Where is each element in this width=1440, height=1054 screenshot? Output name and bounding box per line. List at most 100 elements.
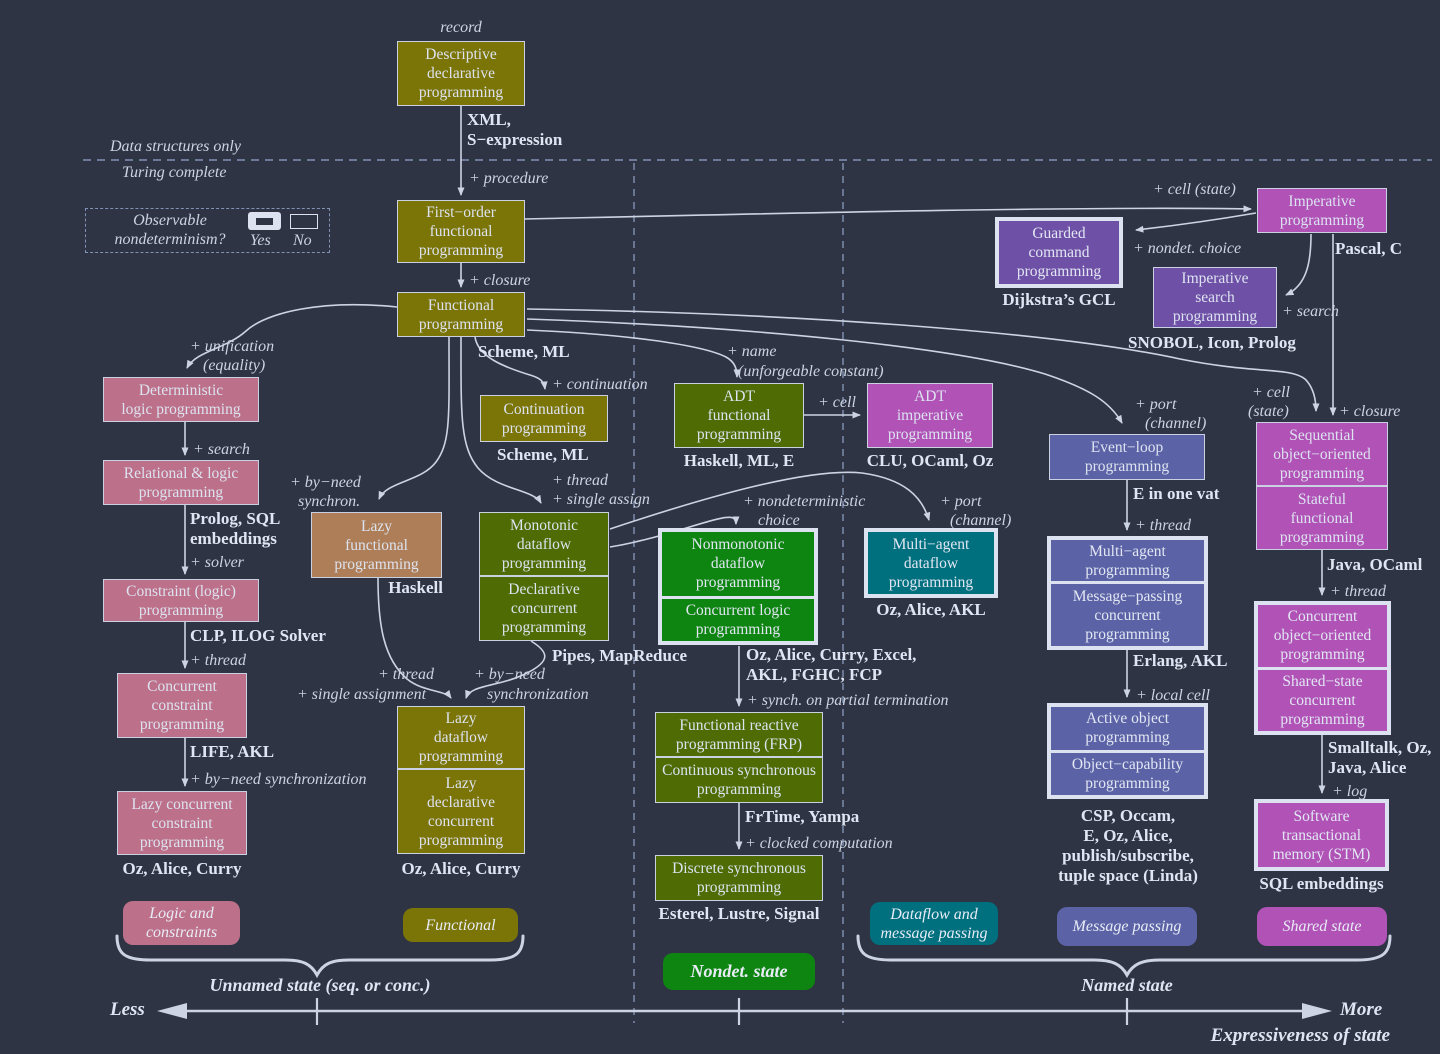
node-adt-functional: ADT functional programming (674, 383, 804, 448)
node-deterministic-logic: Deterministic logic programming (103, 377, 259, 422)
node-event-loop: Event−loop programming (1049, 434, 1205, 480)
lang-frtime-yampa: FrTime, Yampa (745, 807, 860, 826)
node-concurrent-logic: Concurrent logic programming (662, 598, 814, 641)
edge-local-cell: + local cell (1136, 687, 1210, 704)
group-active-object: Active object programming Object−capabil… (1047, 703, 1208, 799)
edge-by-need: + by−need (290, 474, 361, 491)
edge-thread-mid: + thread (552, 472, 608, 489)
node-message-passing-concurrent: Message−passing concurrent programming (1051, 584, 1204, 646)
edge-by-need-2: + by−need (474, 666, 545, 683)
edge-solver: + solver (190, 554, 244, 571)
edge-channel-2: (channel) (1145, 415, 1207, 432)
badge-functional: Functional (403, 908, 518, 942)
unnamed-state-brace (115, 934, 525, 979)
group-concurrent-oo: Concurrent object−oriented programming S… (1254, 601, 1391, 735)
lang-pipes-mapreduce: Pipes, MapReduce (552, 646, 688, 665)
node-adt-imperative: ADT imperative programming (867, 383, 993, 448)
edge-port-2: + port (1135, 396, 1177, 413)
node-object-capability: Object−capability programming (1051, 752, 1204, 795)
lang-scheme-ml-1: Scheme, ML (478, 342, 570, 361)
node-lazy-declarative-concurrent: Lazy declarative concurrent programming (397, 769, 525, 854)
lang-oz-alice-curry-mid: Oz, Alice, Curry (401, 859, 521, 878)
edge-unforgeable: (unforgeable constant) (738, 363, 884, 380)
node-sequential-oo: Sequential object−oriented programming (1256, 422, 1388, 486)
lang-csp: CSP, Occam, E, Oz, Alice, publish/subscr… (1058, 806, 1198, 885)
lang-erlang-akl: Erlang, AKL (1133, 651, 1228, 670)
lang-pascal-c: Pascal, C (1335, 239, 1403, 258)
node-monotonic-dataflow: Monotonic dataflow programming (479, 512, 609, 576)
lang-sql-embeddings: SQL embeddings (1259, 874, 1384, 893)
axis-more-label: More (1340, 999, 1383, 1020)
node-declarative-concurrent: Declarative concurrent programming (479, 576, 609, 641)
node-active-object: Active object programming (1051, 707, 1204, 750)
legend-no-label: No (293, 232, 312, 249)
unnamed-state-label: Unnamed state (seq. or conc.) (209, 975, 431, 995)
node-imperative-search: Imperative search programming (1153, 267, 1277, 328)
edge-state-2: (state) (1248, 403, 1289, 420)
lang-clu-ocaml-oz: CLU, OCaml, Oz (866, 451, 994, 470)
edge-synch-partial: + synch. on partial termination (747, 692, 949, 709)
turing-complete-label: Turing complete (122, 164, 227, 181)
lang-snobol: SNOBOL, Icon, Prolog (1128, 333, 1296, 352)
edge-nondet-choice-mid: + nondeterministic (743, 493, 866, 510)
legend-yes-label: Yes (250, 232, 271, 249)
lang-haskell-ml-e: Haskell, ML, E (683, 451, 795, 470)
data-structures-only-label: Data structures only (110, 138, 241, 155)
lang-oz-alice-curry-left: Oz, Alice, Curry (122, 859, 242, 878)
badge-dataflow-message-passing: Dataflow and message passing (870, 902, 998, 945)
edge-thread-lazy: + thread (378, 666, 434, 683)
node-shared-state-concurrent: Shared−state concurrent programming (1258, 669, 1387, 731)
edge-clocked: + clocked computation (745, 835, 893, 852)
legend-no-swatch-icon (290, 214, 318, 229)
node-continuation: Continuation programming (480, 395, 608, 442)
group-stm: Software transactional memory (STM) (1254, 799, 1389, 871)
edge-search-left: + search (193, 441, 250, 458)
lang-prolog-sql: Prolog, SQL embeddings (190, 509, 281, 548)
edge-closure: + closure (469, 272, 531, 289)
node-nonmonotonic-dataflow: Nonmonotonic dataflow programming (662, 532, 814, 596)
node-frp: Functional reactive programming (FRP) (655, 712, 823, 757)
group-nonmonotonic: Nonmonotonic dataflow programming Concur… (658, 528, 818, 645)
edge-equality: (equality) (203, 357, 266, 374)
lang-esterel: Esterel, Lustre, Signal (658, 904, 820, 923)
edge-procedure: + procedure (469, 170, 549, 187)
named-state-label: Named state (1081, 975, 1173, 995)
node-concurrent-constraint: Concurrent constraint programming (117, 673, 247, 738)
node-concurrent-oo: Concurrent object−oriented programming (1258, 605, 1387, 667)
lang-e-one-vat: E in one vat (1133, 484, 1220, 503)
edge-unification: + unification (190, 338, 275, 355)
edge-cell-2: + cell (1252, 384, 1290, 401)
edge-by-need-sync-left: + by−need synchronization (190, 771, 367, 788)
named-state-brace (856, 934, 1392, 979)
node-discrete-synchronous: Discrete synchronous programming (655, 855, 823, 901)
edge-log: + log (1332, 783, 1368, 800)
lang-haskell: Haskell (388, 578, 443, 597)
legend-yes-swatch-icon (248, 212, 281, 230)
edge-single-assignment: + single assignment (297, 686, 427, 703)
axis-less-label: Less (110, 999, 145, 1020)
node-guarded-command: Guarded command programming (999, 221, 1119, 284)
edge-thread-far-right: + thread (1330, 583, 1386, 600)
lang-oz-alice-excel: Oz, Alice, Curry, Excel, AKL, FGHC, FCP (746, 645, 917, 684)
node-continuous-synchronous: Continuous synchronous programming (655, 757, 823, 803)
legend-question: Observable nondeterminism? (114, 212, 226, 248)
lang-clp-ilog: CLP, ILOG Solver (190, 626, 326, 645)
node-first-order-functional: First−order functional programming (397, 200, 525, 263)
node-relational-logic: Relational & logic programming (103, 460, 259, 505)
node-lazy-functional: Lazy functional programming (311, 512, 442, 578)
edge-synchronization: synchronization (487, 686, 589, 703)
edge-thread-left: + thread (190, 652, 246, 669)
node-descriptive-declarative: Descriptive declarative programming (397, 41, 525, 106)
group-multi-agent: Multi−agent programming Message−passing … (1047, 536, 1208, 650)
legend-box (85, 208, 330, 253)
lang-oz-alice-akl: Oz, Alice, AKL (876, 600, 986, 619)
edge-search-right: + search (1282, 303, 1339, 320)
lang-java-ocaml: Java, OCaml (1327, 555, 1423, 574)
node-multi-agent: Multi−agent programming (1051, 540, 1204, 582)
edge-port-1: + port (940, 493, 982, 510)
edge-closure-2: + closure (1339, 403, 1401, 420)
node-lazy-concurrent-constraint: Lazy concurrent constraint programming (117, 791, 247, 855)
node-stm: Software transactional memory (STM) (1258, 803, 1385, 867)
badge-nondet-state: Nondet. state (663, 953, 815, 990)
badge-logic-constraints: Logic and constraints (123, 901, 240, 945)
